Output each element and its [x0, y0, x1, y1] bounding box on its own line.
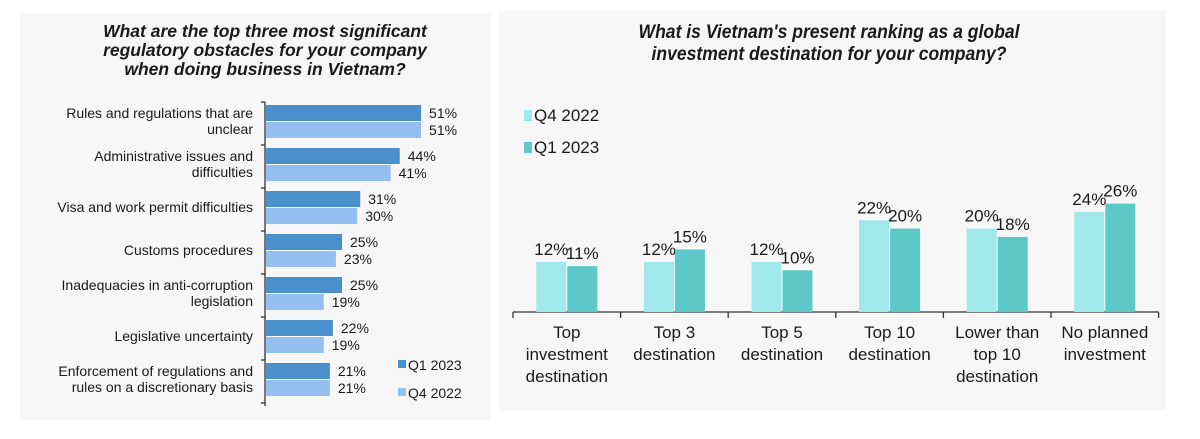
data-label: 25% [350, 234, 378, 250]
category-label: Rules and regulations that are [66, 105, 253, 121]
data-label: 11% [566, 244, 599, 263]
data-label: 26% [1103, 182, 1137, 201]
legend-label: Q1 2023 [534, 138, 599, 157]
category-label: investment [1064, 345, 1146, 364]
bar-q1-2023 [1105, 203, 1136, 312]
data-label: 31% [368, 191, 396, 207]
data-label: 22% [341, 320, 369, 336]
category-label: Legislative uncertainty [114, 328, 253, 344]
data-label: 21% [338, 380, 366, 396]
right-chart-title: What is Vietnam's present ranking as a g… [586, 21, 1072, 65]
bar-q1-2023 [266, 191, 361, 207]
category-label: difficulties [192, 164, 253, 180]
category-label: destination [633, 345, 715, 364]
left-title-line: regulatory obstacles for your company [103, 40, 427, 60]
bar-q1-2023 [266, 234, 342, 250]
bar-q4-2022 [266, 208, 358, 224]
category-label: Top 10 [864, 323, 915, 342]
data-label: 22% [857, 198, 891, 217]
bar-q4-2022 [266, 165, 391, 181]
category-label: Customs procedures [124, 242, 253, 258]
data-label: 44% [408, 148, 436, 164]
bar-q1-2023 [674, 249, 705, 312]
legend-swatch [524, 142, 532, 153]
category-label: Enforcement of regulations and [58, 363, 253, 379]
data-label: 20% [888, 207, 922, 226]
legend-label: Q4 2022 [534, 106, 599, 125]
data-label: 19% [332, 337, 360, 353]
bar-q1-2023 [997, 236, 1028, 312]
category-label: legislation [191, 293, 253, 309]
bar-q4-2022 [751, 261, 782, 312]
data-label: 19% [332, 294, 360, 310]
data-label: 24% [1072, 190, 1106, 209]
bar-q4-2022 [859, 220, 890, 312]
bar-q1-2023 [266, 363, 330, 379]
data-label: 21% [338, 363, 366, 379]
data-label: 12% [534, 240, 568, 259]
bar-q4-2022 [1074, 211, 1105, 312]
category-label: Top [553, 323, 580, 342]
data-label: 30% [365, 208, 393, 224]
legend-label: Q1 2023 [408, 357, 462, 373]
left-title-line: What are the top three most significant [103, 21, 427, 41]
regulatory-obstacles-chart-panel: What are the top three most significant … [20, 13, 490, 420]
category-label: destination [526, 367, 608, 386]
category-label: destination [848, 345, 930, 364]
bar-q1-2023 [266, 148, 400, 164]
right-title-line: investment destination for your company? [651, 43, 1007, 65]
legend-swatch [398, 388, 406, 396]
right-bar-chart: 12%11%Topinvestmentdestination12%15%Top … [512, 106, 1160, 386]
bar-q4-2022 [536, 261, 567, 312]
data-label: 10% [780, 248, 814, 267]
left-chart-title: What are the top three most significant … [70, 22, 460, 79]
category-label: Visa and work permit difficulties [57, 199, 253, 215]
category-label: rules on a discretionary basis [72, 379, 253, 395]
data-label: 51% [429, 105, 457, 121]
bar-q4-2022 [266, 337, 324, 353]
data-label: 25% [350, 277, 378, 293]
bar-q4-2022 [266, 294, 324, 310]
category-label: Inadequacies in anti-corruption [62, 277, 253, 293]
data-label: 41% [399, 165, 427, 181]
bar-q4-2022 [966, 228, 997, 312]
data-label: 12% [749, 240, 783, 259]
category-label: No planned [1061, 323, 1148, 342]
legend-label: Q4 2022 [408, 385, 462, 401]
category-label: Top 5 [761, 323, 803, 342]
bar-q1-2023 [266, 320, 333, 336]
data-label: 20% [965, 207, 999, 226]
bar-q1-2023 [266, 277, 342, 293]
right-title-line: What is Vietnam's present ranking as a g… [638, 21, 1020, 43]
category-label: Lower than [955, 323, 1039, 342]
left-title-line: when doing business in Vietnam? [124, 59, 406, 79]
category-label: investment [526, 345, 608, 364]
category-label: destination [741, 345, 823, 364]
investment-ranking-chart-panel: What is Vietnam's present ranking as a g… [499, 11, 1166, 410]
category-label: Administrative issues and [94, 148, 253, 164]
category-label: Top 3 [654, 323, 696, 342]
data-label: 51% [429, 122, 457, 138]
data-label: 12% [642, 240, 676, 259]
bar-q4-2022 [266, 251, 336, 267]
bar-q4-2022 [643, 261, 674, 312]
bar-q4-2022 [266, 122, 422, 138]
data-label: 18% [996, 215, 1030, 234]
bar-q1-2023 [890, 228, 921, 312]
bar-q1-2023 [782, 270, 813, 312]
category-label: top 10 [974, 345, 1021, 364]
data-label: 23% [344, 251, 372, 267]
bar-q4-2022 [266, 380, 330, 396]
data-label: 15% [673, 227, 707, 246]
legend-swatch [524, 110, 532, 121]
bar-q1-2023 [266, 105, 422, 121]
bar-q1-2023 [567, 266, 598, 312]
category-label: destination [956, 367, 1038, 386]
legend-swatch [398, 360, 406, 368]
category-label: unclear [207, 121, 253, 137]
